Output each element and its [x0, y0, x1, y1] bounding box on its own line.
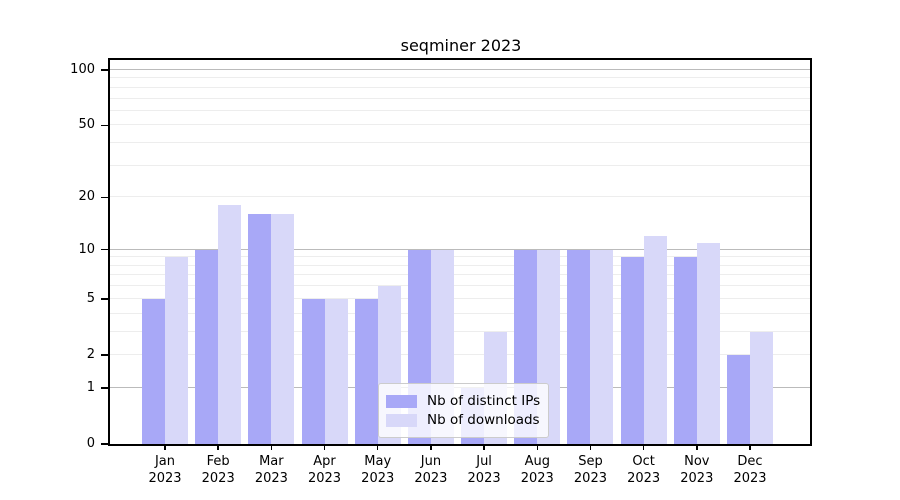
minor-gridline [110, 77, 810, 79]
x-tick-mark [642, 444, 645, 450]
legend-swatch-icon [386, 413, 417, 427]
x-tick-label-sep: Sep 2023 [573, 454, 607, 486]
x-tick-mark [270, 444, 273, 450]
x-tick-mark [589, 444, 592, 450]
y-tick-mark [101, 124, 108, 127]
bar-may-distinct-ips [354, 298, 378, 444]
bar-jan-distinct-ips [142, 298, 165, 444]
legend-swatch-icon [386, 394, 417, 408]
x-tick-mark [377, 444, 379, 450]
minor-gridline [110, 312, 810, 314]
bar-oct-downloads [643, 236, 667, 444]
legend-row-distinct-ips: Nb of distinct IPs [386, 393, 540, 409]
y-tick-label: 5 [86, 290, 95, 306]
y-tick-label: 50 [78, 117, 95, 133]
bar-apr-distinct-ips [301, 298, 325, 444]
minor-gridline [110, 353, 810, 355]
minor-gridline [110, 97, 810, 99]
y-tick-mark [101, 443, 108, 445]
minor-gridline [110, 109, 810, 111]
y-tick-mark [101, 69, 108, 71]
minor-gridline [110, 274, 810, 276]
minor-gridline [110, 164, 810, 166]
bar-sep-distinct-ips [567, 249, 591, 444]
x-tick-label-apr: Apr 2023 [307, 454, 342, 486]
bar-nov-distinct-ips [673, 257, 697, 444]
minor-gridline [110, 256, 810, 258]
legend: Nb of distinct IPs Nb of downloads [378, 383, 550, 438]
y-tick-label: 20 [78, 189, 95, 205]
bar-sep-downloads [590, 249, 614, 444]
x-tick-mark [536, 444, 538, 450]
x-tick-mark [749, 444, 751, 450]
x-tick-label-mar: Mar 2023 [254, 454, 288, 486]
major-gridline [110, 248, 810, 250]
x-tick-label-aug: Aug 2023 [520, 454, 554, 486]
minor-gridline [110, 196, 810, 198]
y-tick-mark [101, 249, 108, 251]
legend-label: Nb of distinct IPs [427, 393, 541, 409]
plot-area: Nb of distinct IPs Nb of downloads [108, 58, 812, 446]
x-tick-label-jul: Jul 2023 [467, 454, 501, 486]
y-tick-mark [101, 387, 108, 389]
x-tick-mark [430, 444, 432, 450]
x-tick-label-jan: Jan 2023 [148, 454, 182, 486]
x-tick-label-dec: Dec 2023 [733, 454, 767, 486]
legend-row-downloads: Nb of downloads [386, 412, 540, 428]
x-tick-label-feb: Feb 2023 [201, 454, 235, 486]
bar-dec-downloads [750, 331, 773, 444]
legend-label: Nb of downloads [427, 412, 540, 428]
bar-apr-downloads [324, 298, 348, 444]
bar-dec-distinct-ips [727, 354, 750, 444]
y-tick-label: 1 [86, 379, 95, 395]
y-tick-label: 2 [86, 346, 95, 362]
minor-gridline [110, 124, 810, 126]
bar-mar-distinct-ips [248, 214, 272, 444]
x-tick-mark [217, 444, 219, 450]
x-tick-mark [483, 444, 485, 450]
x-tick-label-may: May 2023 [361, 454, 395, 486]
y-tick-label: 0 [86, 436, 95, 451]
bar-mar-downloads [271, 214, 295, 444]
x-axis: Jan 2023 Feb 2023 Mar 2023 Apr 2023 May 2023 Jun 20… [110, 444, 810, 500]
x-tick-label-nov: Nov 2023 [680, 454, 714, 486]
minor-gridline [110, 285, 810, 287]
chart-title: seqminer 2023 [400, 36, 522, 55]
x-tick-mark [323, 444, 326, 450]
y-tick-mark [101, 354, 108, 356]
minor-gridline [110, 330, 810, 332]
y-tick-mark [101, 298, 108, 300]
x-tick-mark [696, 444, 698, 450]
minor-gridline [110, 142, 810, 144]
bar-nov-downloads [696, 242, 720, 444]
major-gridline [110, 69, 810, 70]
bar-feb-distinct-ips [195, 249, 219, 444]
minor-gridline [110, 297, 810, 299]
minor-gridline [110, 86, 810, 88]
y-axis: 0 1 2 5 10 20 50 100 [0, 60, 108, 451]
x-tick-mark [164, 444, 166, 450]
y-tick-mark [101, 196, 108, 198]
x-tick-label-oct: Oct 2023 [627, 454, 661, 486]
x-tick-label-jun: Jun 2023 [414, 454, 448, 486]
y-tick-label: 10 [78, 241, 95, 257]
bar-feb-downloads [218, 205, 242, 444]
bar-jan-downloads [165, 257, 188, 444]
bar-oct-distinct-ips [620, 257, 644, 444]
y-tick-label: 100 [70, 62, 95, 77]
minor-gridline [110, 264, 810, 266]
